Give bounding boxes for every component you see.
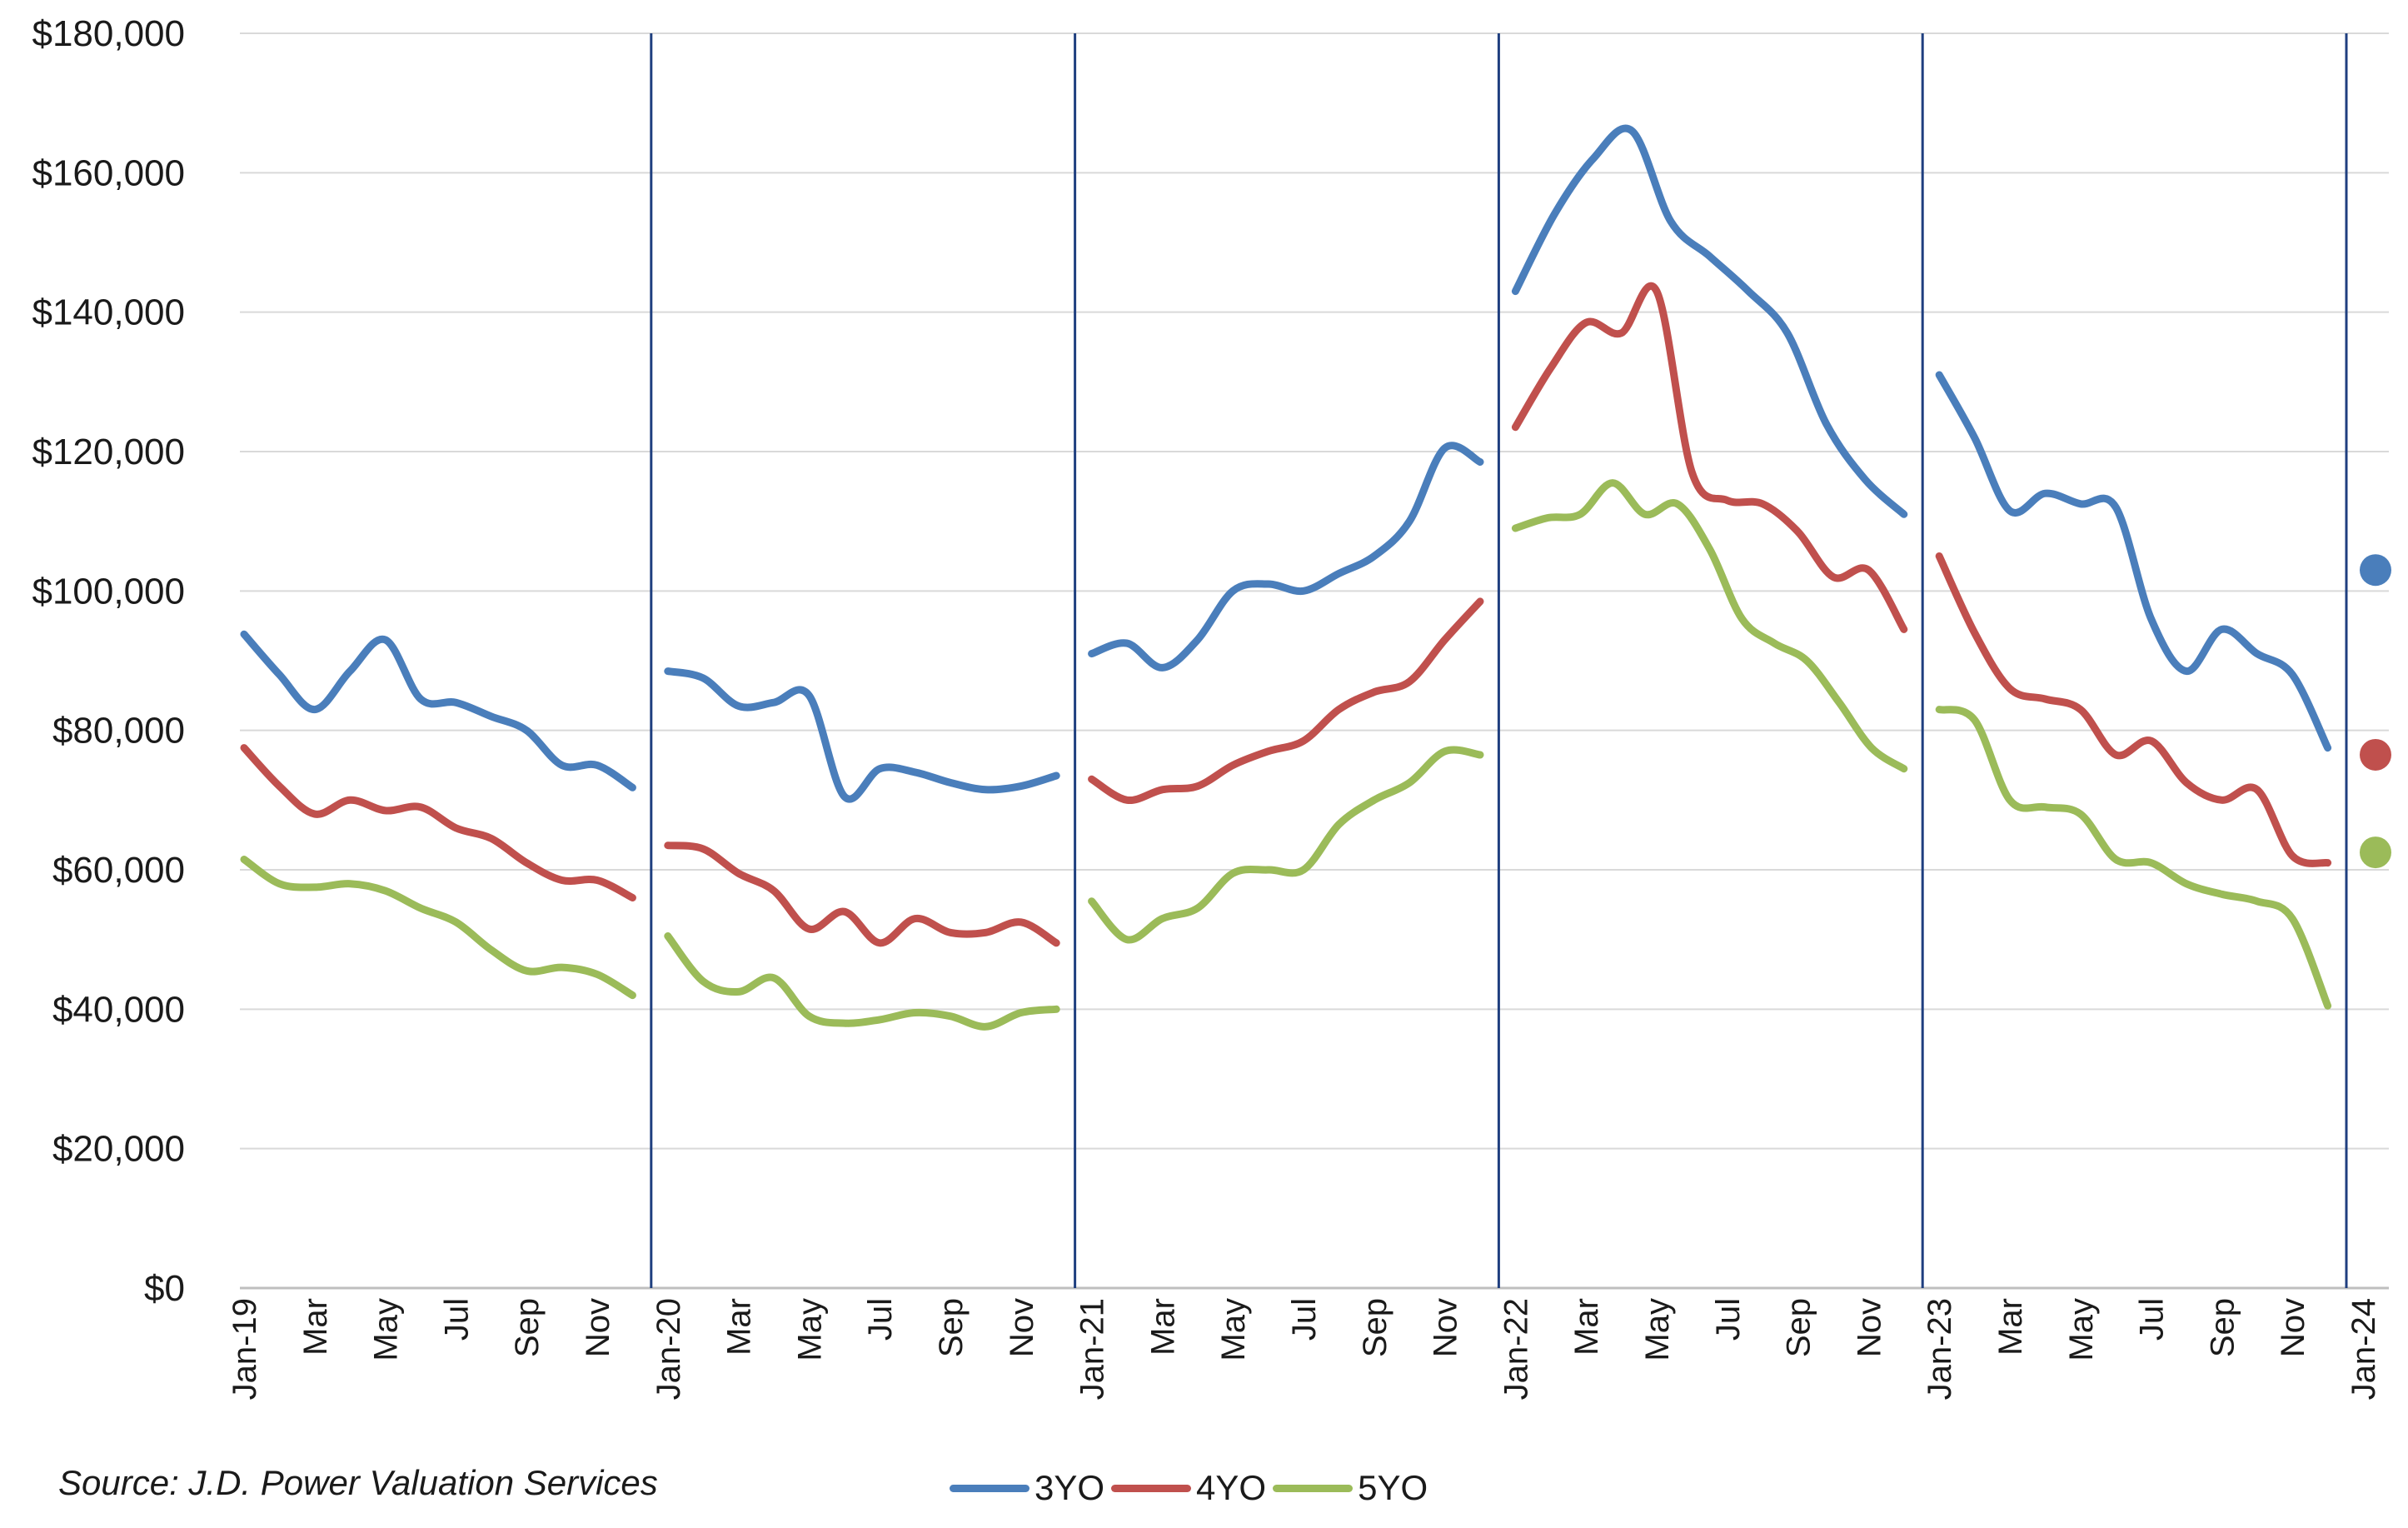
series-line-4yo-2020 (664, 841, 1060, 947)
series-line-5yo-2022 (1511, 479, 1908, 773)
legend-item-4yo: 4YO (1111, 1468, 1266, 1508)
x-tick-label: Jan-21 (1074, 1298, 1111, 1400)
x-tick-label: Jan-23 (1922, 1298, 1958, 1400)
legend-swatch-4yo (1111, 1484, 1192, 1492)
x-tick-label: Sep (933, 1298, 970, 1357)
x-tick-label: Mar (1992, 1298, 2029, 1356)
jan24-point-4yo (2360, 738, 2391, 771)
x-tick-label: Nov (2275, 1298, 2311, 1357)
x-axis: Jan-19 Mar May Jul Sep Nov Jan-20 Mar May Jul Sep N… (227, 1298, 2382, 1400)
x-tick-label: Nov (1851, 1298, 1887, 1357)
series-line-5yo-2023 (1935, 706, 2332, 1010)
y-tick-label: $140,000 (32, 292, 185, 333)
year-dividers (650, 33, 2348, 1288)
x-tick-label: Jan-24 (2346, 1298, 2382, 1400)
x-tick-label: May (2063, 1298, 2100, 1361)
legend-item-3yo: 3YO (950, 1468, 1104, 1508)
series-line-4yo-2019 (240, 744, 636, 901)
source-note: Source: J.D. Power Valuation Services (58, 1463, 658, 1502)
x-tick-label: Mar (1144, 1298, 1181, 1356)
x-tick-label: May (791, 1298, 828, 1361)
series-line-3yo-2023 (1935, 371, 2332, 752)
y-tick-label: $180,000 (32, 13, 185, 54)
legend: 3YO 4YO 5YO (950, 1468, 1434, 1508)
series-line-5yo-2020 (664, 932, 1060, 1031)
y-axis: $0 $20,000 $40,000 $60,000 $80,000 $100,000 $1… (32, 13, 185, 1309)
gridlines (240, 32, 2389, 1290)
jan24-point-5yo (2360, 836, 2391, 869)
legend-swatch-3yo (950, 1484, 1030, 1492)
x-tick-label: Jul (438, 1298, 475, 1341)
x-tick-label: Sep (509, 1298, 546, 1357)
x-tick-label: Jul (862, 1298, 899, 1341)
x-tick-label: Nov (1004, 1298, 1040, 1357)
legend-swatch-5yo (1273, 1484, 1354, 1492)
x-tick-label: Mar (1568, 1298, 1605, 1356)
x-tick-label: Jul (1286, 1298, 1323, 1341)
series-lines (240, 124, 2391, 1031)
legend-label-5yo: 5YO (1358, 1468, 1428, 1507)
y-tick-label: $80,000 (52, 711, 185, 752)
x-tick-label: Jan-22 (1498, 1298, 1534, 1400)
series-line-3yo-2019 (240, 630, 636, 791)
x-tick-label: Sep (1357, 1298, 1393, 1357)
x-tick-label: Nov (1428, 1298, 1464, 1357)
y-tick-label: $20,000 (52, 1129, 185, 1170)
x-tick-label: Mar (297, 1298, 334, 1356)
y-tick-label: $0 (144, 1268, 185, 1309)
series-line-4yo-2022 (1511, 282, 1908, 633)
legend-label-3yo: 3YO (1034, 1468, 1105, 1507)
x-tick-label: Jan-19 (227, 1298, 263, 1400)
y-tick-label: $120,000 (32, 432, 185, 472)
x-tick-label: Jul (1710, 1298, 1747, 1341)
x-tick-label: May (368, 1298, 405, 1361)
legend-item-5yo: 5YO (1273, 1468, 1428, 1508)
y-tick-label: $100,000 (32, 571, 185, 612)
jan24-point-3yo (2360, 554, 2391, 587)
y-tick-label: $40,000 (52, 989, 185, 1030)
x-tick-label: Jan-20 (651, 1298, 687, 1400)
x-tick-label: Jul (2134, 1298, 2171, 1341)
x-tick-label: Nov (580, 1298, 616, 1357)
x-tick-label: May (1639, 1298, 1676, 1361)
series-line-4yo-2021 (1088, 597, 1484, 804)
series-line-3yo-2020 (664, 667, 1060, 803)
x-tick-label: Sep (1781, 1298, 1817, 1357)
series-line-3yo-2022 (1511, 124, 1908, 518)
y-tick-label: $60,000 (52, 850, 185, 891)
legend-label-4yo: 4YO (1196, 1468, 1267, 1507)
series-line-4yo-2023 (1935, 552, 2332, 867)
series-line-5yo-2021 (1088, 746, 1484, 944)
series-line-5yo-2019 (240, 856, 636, 1000)
y-tick-label: $160,000 (32, 152, 185, 193)
x-tick-label: Sep (2204, 1298, 2241, 1357)
x-tick-label: Mar (721, 1298, 758, 1356)
series-line-3yo-2021 (1088, 442, 1484, 672)
x-tick-label: May (1215, 1298, 1252, 1361)
